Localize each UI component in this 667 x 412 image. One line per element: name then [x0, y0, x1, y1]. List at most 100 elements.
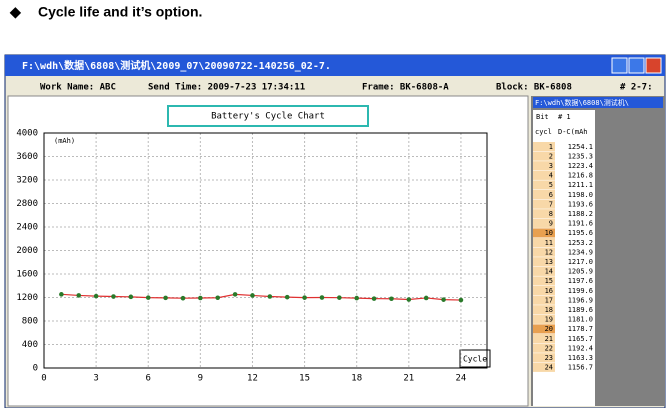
y-tick-label: 400 — [22, 340, 38, 350]
row-header — [533, 353, 555, 363]
channel: # 2-7: — [620, 83, 653, 93]
marker — [441, 297, 446, 302]
marker — [111, 294, 116, 299]
x-tick-label: 15 — [299, 374, 310, 384]
block: Block: BK-6808 — [496, 83, 572, 93]
row-number: 8 — [549, 210, 553, 218]
row-header — [533, 305, 555, 315]
marker — [250, 293, 255, 298]
marker — [371, 296, 377, 301]
row-header — [533, 209, 555, 219]
row-number: 7 — [549, 200, 553, 208]
y-tick-label: 2800 — [16, 199, 38, 209]
x-label-box — [459, 349, 491, 368]
send-time: Send Time: 2009-7-23 17:34:11 — [148, 82, 305, 93]
row-header — [533, 190, 555, 200]
y-tick-label: 800 — [22, 317, 38, 327]
cell-value: 1156.7 — [568, 364, 593, 372]
cell-value: 1188.2 — [568, 210, 593, 218]
chart-title: Battery's Cycle Chart — [211, 112, 325, 122]
title-bar — [5, 55, 665, 76]
row-header — [533, 199, 555, 209]
marker — [232, 292, 238, 297]
cell-value: 1199.6 — [568, 287, 593, 295]
minimize[interactable] — [611, 57, 628, 74]
marker — [59, 292, 64, 297]
x-tick-label: 12 — [247, 374, 258, 384]
marker — [145, 295, 151, 300]
dropdown[interactable] — [533, 97, 663, 108]
cell-value: 1181.0 — [568, 316, 593, 324]
row-header — [533, 314, 555, 324]
marker — [319, 295, 325, 300]
cell-value: 1235.3 — [568, 152, 593, 160]
row-header — [533, 247, 555, 257]
y-tick-label: 3600 — [16, 152, 38, 162]
marker — [76, 293, 82, 298]
row-number: 23 — [545, 354, 553, 362]
cell-value: 1195.6 — [568, 229, 593, 237]
table-header: Bit — [536, 113, 549, 121]
marker — [302, 295, 307, 300]
y-tick-label: 1200 — [16, 293, 38, 303]
cell-value: 1197.6 — [568, 277, 593, 285]
row-number: 3 — [549, 162, 553, 170]
x-tick-label: 3 — [93, 374, 98, 384]
x-tick-label: 9 — [198, 374, 203, 384]
row-number: 5 — [549, 181, 553, 189]
row-header — [533, 161, 555, 171]
row-number: 18 — [545, 306, 553, 314]
cell-value: 1205.9 — [568, 268, 593, 276]
row-number: 11 — [545, 239, 553, 247]
row-number: 4 — [549, 172, 553, 180]
marker — [389, 296, 394, 302]
row-number: 19 — [545, 316, 553, 324]
marker — [337, 295, 342, 300]
x-tick-label: 6 — [146, 374, 151, 384]
row-number: 6 — [549, 191, 553, 199]
cell-value: 1165.7 — [568, 335, 593, 343]
cell-value: 1216.8 — [568, 172, 593, 180]
row-number: 20 — [545, 325, 553, 333]
row-number: 16 — [545, 287, 553, 295]
table-header: cycl — [535, 128, 552, 136]
x-tick-label: 18 — [351, 374, 362, 384]
y-tick-label: 0 — [33, 364, 38, 374]
row-number: 2 — [549, 152, 553, 160]
x-tick-label: 24 — [456, 374, 467, 384]
y-tick-label: 1600 — [16, 270, 38, 280]
row-header — [533, 142, 555, 152]
work-name: Work Name: ABC — [40, 83, 116, 93]
row-header — [533, 276, 555, 286]
row-number: 24 — [545, 364, 553, 372]
heading: Cycle life and it’s option. — [38, 4, 202, 20]
x-label: Cycle — [463, 355, 487, 364]
row-number: 22 — [545, 344, 553, 352]
cell-value: 1234.9 — [568, 248, 593, 256]
table-header: # 1 — [558, 113, 571, 121]
row-header — [533, 266, 555, 276]
row-header — [533, 362, 555, 372]
row-number: 1 — [549, 143, 553, 151]
cell-value: 1254.1 — [568, 143, 593, 151]
marker — [423, 295, 429, 301]
row-header — [533, 218, 555, 228]
x-tick-label: 21 — [403, 374, 414, 384]
row-number: 15 — [545, 277, 553, 285]
cell-value: 1253.2 — [568, 239, 593, 247]
close[interactable] — [645, 57, 662, 74]
row-number: 9 — [549, 220, 553, 228]
row-number: 13 — [545, 258, 553, 266]
window-title: F:\wdh\数据\6808\测试机\2009_07\20090722-1402… — [22, 59, 331, 72]
marker — [406, 297, 412, 302]
row-header — [533, 286, 555, 296]
row-header — [533, 343, 555, 353]
cell-value: 1178.7 — [568, 325, 593, 333]
cell-value: 1211.1 — [568, 181, 593, 189]
frame: Frame: BK-6808-A — [362, 83, 449, 93]
y-tick-label: 4000 — [16, 129, 38, 139]
cell-value: 1192.4 — [568, 344, 593, 352]
table-header: D-C(mAh — [558, 128, 588, 136]
maximize[interactable] — [628, 57, 645, 74]
